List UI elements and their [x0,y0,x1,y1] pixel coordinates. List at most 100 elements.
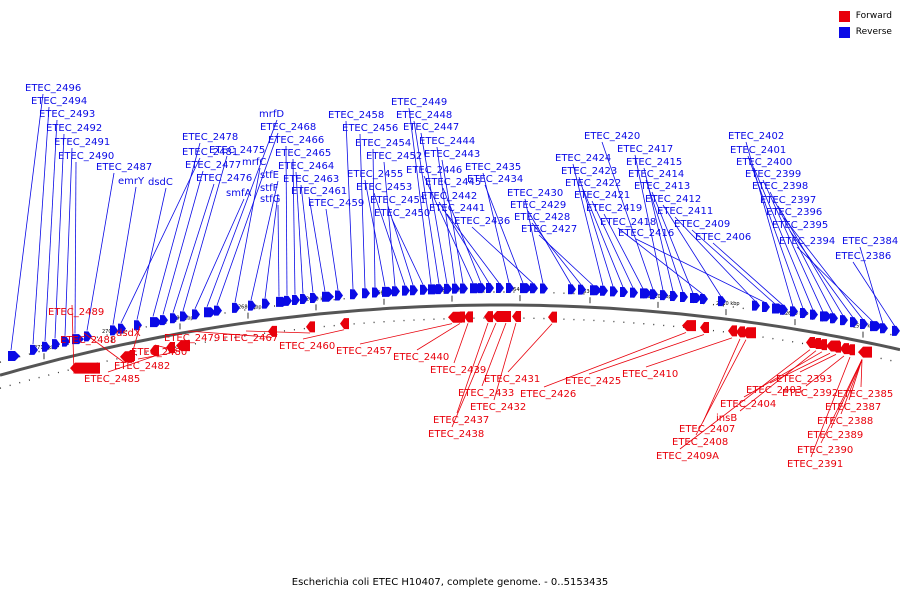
reverse-gene [52,339,60,350]
forward-gene [806,336,815,348]
reverse-gene [42,341,50,352]
reverse-gene [110,325,118,336]
reverse-gene-label: stfF [260,183,279,194]
reverse-gene-label: ETEC_2455 [347,169,403,180]
reverse-swatch [838,26,850,38]
reverse-gene [248,300,256,311]
forward-gene [512,311,521,323]
reverse-leader [753,167,814,311]
reverse-gene [478,283,486,294]
reverse-gene [860,319,868,330]
forward-gene-label: ETEC_2391 [787,459,843,470]
forward-leader [507,323,553,373]
reverse-gene-label: ETEC_2397 [760,195,816,206]
reverse-gene-label: ETEC_2428 [514,212,570,223]
reverse-leader [391,218,424,285]
reverse-gene-label: ETEC_2394 [779,236,835,247]
reverse-gene [262,298,270,309]
reverse-gene [600,285,608,296]
reverse-gene-label: ETEC_2475 [209,145,265,156]
reverse-gene [520,283,532,294]
forward-gene [484,311,493,323]
reverse-gene-label: ETEC_2463 [283,174,339,185]
reverse-gene [660,290,668,301]
forward-gene [456,311,465,323]
reverse-leader [54,133,65,339]
reverse-gene-label: ETEC_2412 [645,194,701,205]
reverse-leader [524,198,544,284]
forward-gene [812,338,821,350]
reverse-gene [62,336,70,347]
forward-gene-label: ETEC_2480 [131,347,187,358]
forward-gene-label: ETEC_2387 [825,402,881,413]
forward-leader [695,339,747,436]
forward-gene [502,311,511,323]
forward-gene-label: ETEC_2390 [797,445,853,456]
forward-leader [679,349,811,450]
forward-gene-label: ETEC_2485 [84,374,140,385]
reverse-gene [880,323,888,334]
reverse-gene [578,284,586,295]
forward-leader [129,325,141,362]
reverse-gene-label: ETEC_2468 [260,122,316,133]
reverse-gene [610,286,618,297]
forward-leader [245,330,311,334]
reverse-gene [134,320,142,331]
forward-leader [820,359,863,444]
reverse-gene [460,283,468,294]
reverse-gene-label: ETEC_2481 [182,147,238,158]
forward-gene [268,325,277,337]
reverse-leader [527,210,572,285]
reverse-leader [796,246,874,323]
reverse-gene-label: ETEC_2443 [424,149,480,160]
reverse-leader [64,147,73,336]
reverse-leader [136,187,167,320]
reverse-gene-label: emrY [118,176,145,187]
legend-forward-label: Forward [855,11,892,21]
forward-leader [805,355,845,387]
forward-gene [548,311,557,323]
forward-gene [832,341,841,353]
forward-leader [799,354,837,373]
tick-label: 2620 kbp [648,294,672,300]
reverse-leader [172,183,215,313]
reverse-leader [295,171,304,294]
forward-gene-label: ETEC_2393 [776,374,832,385]
forward-leader [702,338,741,423]
reverse-gene-label: ETEC_2421 [574,190,630,201]
reverse-gene-label: ETEC_2452 [366,151,422,162]
reverse-leader [345,120,354,289]
reverse-leader [484,184,524,284]
forward-gene [736,326,745,338]
reverse-leader [359,133,366,289]
reverse-gene-label: ETEC_2461 [291,186,347,197]
reverse-gene [840,315,848,326]
forward-gene-label: ETEC_2410 [622,369,678,380]
reverse-gene-label: ETEC_2454 [355,138,411,149]
reverse-leader [152,142,201,317]
reverse-gene-label: ETEC_2400 [736,157,792,168]
forward-gene-label: ETEC_2440 [393,352,449,363]
reverse-gene-label: ETEC_2395 [772,220,828,231]
reverse-gene [830,313,838,324]
reverse-gene-label: ETEC_2384 [842,236,898,247]
reverse-leader [383,161,396,287]
reverse-leader [264,193,279,299]
legend-reverse: Reverse [838,24,892,40]
reverse-gene-label: ETEC_2435 [465,162,521,173]
reverse-gene-label: ETEC_2494 [31,96,87,107]
forward-gene-label: ETEC_2392 [782,388,838,399]
reverse-gene-label: ETEC_2429 [510,200,566,211]
reverse-leader [446,213,500,284]
forward-gene-label: ETEC_2433 [458,388,514,399]
forward-gene-label: ETEC_2467 [222,333,278,344]
forward-leader [739,350,817,412]
reverse-gene [420,284,428,295]
reverse-leader [285,145,288,296]
reverse-gene-label: ETEC_2456 [342,123,398,134]
forward-leader [416,323,461,351]
forward-leader [83,332,125,363]
reverse-gene [790,306,798,317]
forward-gene-label: ETEC_2407 [679,424,735,435]
